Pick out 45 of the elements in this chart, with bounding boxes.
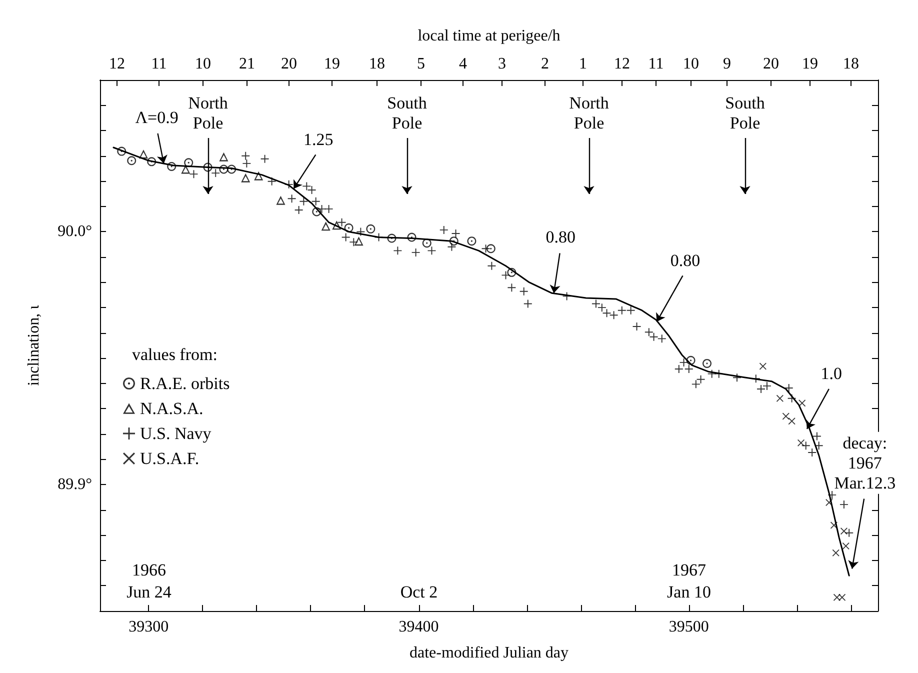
legend-label: N.A.S.A. (140, 399, 204, 418)
annotation: North Pole (188, 94, 228, 132)
annotation: 1.0 (820, 364, 842, 384)
x2-axis-title: local time at perigee/h (418, 28, 560, 44)
annotation: 1.25 (304, 130, 334, 150)
annotation: Oct 2 (400, 582, 438, 602)
text: 21 (239, 56, 255, 72)
text: 20 (763, 56, 779, 72)
text: 2 (541, 56, 549, 72)
text: 20 (281, 56, 297, 72)
x-tick-label: 39300 (128, 618, 169, 636)
legend-label: R.A.E. orbits (140, 374, 230, 393)
y-tick-label: 89.9° (58, 476, 92, 494)
text: 10 (683, 56, 699, 72)
annotation: decay: 1967 Mar.12.3 (834, 433, 896, 492)
text: 10 (195, 56, 211, 72)
x-tick-label: 39500 (668, 618, 709, 636)
text: 12 (109, 56, 125, 72)
annotation: 0.80 (670, 250, 700, 270)
text: 18 (843, 56, 859, 72)
legend-label: U.S.A.F. (140, 449, 200, 468)
legend-label: U.S. Navy (140, 424, 212, 443)
legend-title: values from: (132, 345, 218, 364)
text: 19 (802, 56, 818, 72)
text: 9 (723, 56, 731, 72)
annotation: 1967 Jan 10 (667, 560, 711, 602)
y-tick-label: 90.0° (58, 223, 92, 240)
annotation: South Pole (725, 94, 766, 132)
annotation: North Pole (569, 94, 610, 132)
x-tick-label: 39400 (398, 618, 439, 636)
text: 11 (151, 56, 167, 72)
text: 1 (579, 56, 587, 72)
text: 19 (324, 56, 340, 72)
text: 5 (417, 56, 425, 72)
x-axis-title: date-modified Julian day (409, 644, 569, 662)
text: 11 (648, 56, 664, 72)
text: 4 (459, 56, 467, 72)
annotation: Λ=0.9 (135, 108, 178, 128)
text: 18 (369, 56, 385, 72)
annotation: South Pole (387, 94, 428, 132)
annotation: 1966 Jun 24 (126, 560, 172, 602)
text: 12 (614, 56, 630, 72)
text: 3 (498, 56, 506, 72)
y-axis-title: inclination, ι (26, 304, 42, 386)
annotation: 0.80 (546, 228, 576, 247)
